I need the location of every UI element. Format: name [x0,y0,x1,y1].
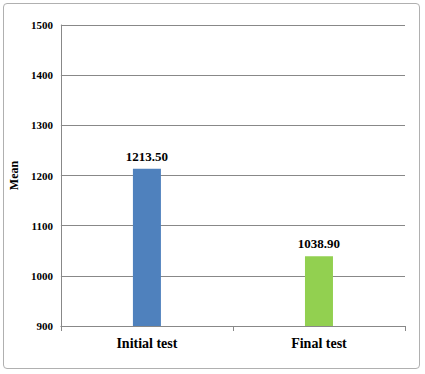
svg-text:1213.50: 1213.50 [126,149,168,164]
svg-text:1300: 1300 [31,119,54,131]
svg-text:Initial test: Initial test [116,336,177,351]
svg-text:1000: 1000 [31,270,54,282]
svg-text:1200: 1200 [31,170,54,182]
svg-text:1038.90: 1038.90 [298,236,340,251]
svg-text:1100: 1100 [31,220,53,232]
svg-text:Mean: Mean [7,161,21,191]
svg-text:1500: 1500 [31,19,54,31]
svg-text:Final test: Final test [291,336,347,351]
svg-text:900: 900 [36,320,53,332]
svg-text:1400: 1400 [31,69,54,81]
